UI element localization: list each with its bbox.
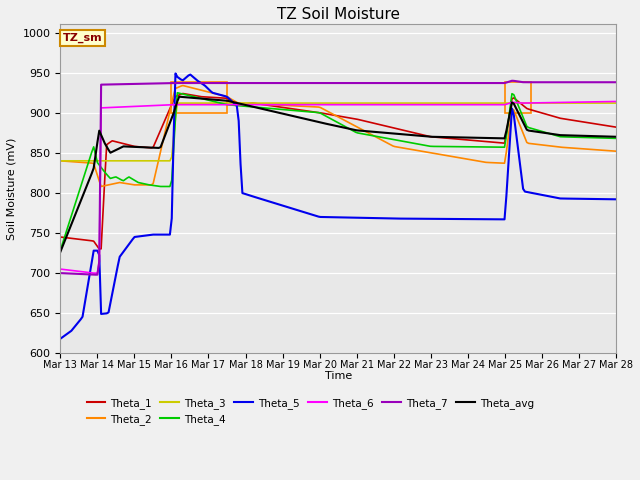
Theta_6	[58, 266, 66, 272]
Line: Theta_6: Theta_6	[60, 101, 616, 273]
Y-axis label: Soil Moisture (mV): Soil Moisture (mV)	[7, 138, 17, 240]
Title: TZ Soil Moisture: TZ Soil Moisture	[276, 7, 399, 22]
Theta_1	[179, 91, 187, 96]
Theta_2	[179, 83, 187, 88]
Theta_avg	[58, 245, 66, 251]
Theta_2	[389, 143, 397, 149]
Theta_7	[529, 79, 536, 85]
Theta_5	[58, 335, 66, 340]
Theta_7	[612, 79, 620, 85]
Theta_3	[527, 100, 534, 106]
Theta_6	[389, 102, 397, 108]
Theta_1	[95, 246, 103, 252]
Line: Theta_3: Theta_3	[60, 103, 616, 161]
Theta_5	[56, 336, 64, 342]
Theta_avg	[56, 249, 64, 255]
Theta_5	[562, 196, 570, 202]
Theta_6	[527, 100, 534, 106]
Theta_7	[56, 270, 64, 276]
Line: Theta_4: Theta_4	[60, 93, 616, 251]
Theta_avg	[527, 128, 534, 134]
Theta_6	[562, 99, 570, 105]
Theta_7	[564, 79, 572, 85]
Theta_avg	[175, 94, 183, 99]
Theta_2	[529, 141, 536, 147]
Theta_3	[562, 100, 570, 106]
Theta_1	[564, 117, 572, 122]
Theta_3	[387, 100, 395, 106]
Theta_2	[391, 144, 399, 149]
Theta_6	[90, 270, 97, 276]
Theta_5	[399, 216, 406, 221]
Theta_5	[172, 71, 179, 76]
Line: Theta_avg: Theta_avg	[60, 96, 616, 252]
Theta_1	[529, 108, 536, 113]
Theta_6	[387, 102, 395, 108]
Theta_1	[391, 125, 399, 131]
Theta_2	[58, 158, 66, 164]
Theta_2	[564, 145, 572, 151]
Theta_1	[56, 234, 64, 240]
Theta_7	[508, 78, 516, 84]
X-axis label: Time: Time	[324, 371, 352, 381]
Line: Theta_1: Theta_1	[60, 94, 616, 249]
Theta_5	[387, 216, 395, 221]
Line: Theta_2: Theta_2	[60, 85, 616, 186]
Theta_6	[399, 102, 406, 108]
Theta_3	[173, 100, 181, 106]
Theta_1	[58, 234, 66, 240]
Theta_2	[400, 145, 408, 151]
Theta_3	[58, 158, 66, 164]
Theta_4	[527, 125, 534, 131]
Theta_4	[399, 138, 406, 144]
Line: Theta_7: Theta_7	[60, 81, 616, 275]
Theta_7	[389, 80, 397, 86]
Theta_1	[400, 128, 408, 133]
Theta_avg	[387, 131, 395, 136]
Theta_3	[399, 100, 406, 106]
Theta_4	[58, 242, 66, 248]
Theta_avg	[612, 134, 620, 140]
Theta_7	[58, 270, 66, 276]
Theta_1	[612, 124, 620, 130]
Theta_4	[173, 90, 181, 96]
Theta_3	[56, 158, 64, 164]
Theta_5	[612, 196, 620, 202]
Theta_7	[399, 80, 406, 86]
Theta_avg	[399, 132, 406, 137]
Text: TZ_sm: TZ_sm	[63, 33, 102, 43]
Line: Theta_5: Theta_5	[60, 73, 616, 339]
Theta_4	[387, 136, 395, 142]
Bar	[172, 82, 227, 113]
Theta_2	[56, 158, 64, 164]
Theta_6	[56, 266, 64, 272]
Theta_avg	[562, 132, 570, 138]
Theta_5	[527, 190, 534, 195]
Bar	[505, 82, 531, 113]
Theta_4	[56, 248, 64, 253]
Theta_3	[389, 100, 397, 106]
Theta_4	[612, 135, 620, 141]
Theta_5	[389, 216, 397, 221]
Legend: Theta_1, Theta_2, Theta_3, Theta_4, Theta_5, Theta_6, Theta_7, Theta_avg: Theta_1, Theta_2, Theta_3, Theta_4, Thet…	[86, 398, 534, 425]
Theta_2	[97, 183, 105, 189]
Theta_2	[612, 148, 620, 154]
Theta_7	[387, 80, 395, 86]
Theta_1	[389, 125, 397, 131]
Theta_avg	[389, 131, 397, 136]
Theta_7	[90, 272, 97, 277]
Theta_3	[612, 100, 620, 106]
Theta_6	[612, 98, 620, 104]
Theta_4	[562, 134, 570, 140]
Theta_4	[389, 136, 397, 142]
